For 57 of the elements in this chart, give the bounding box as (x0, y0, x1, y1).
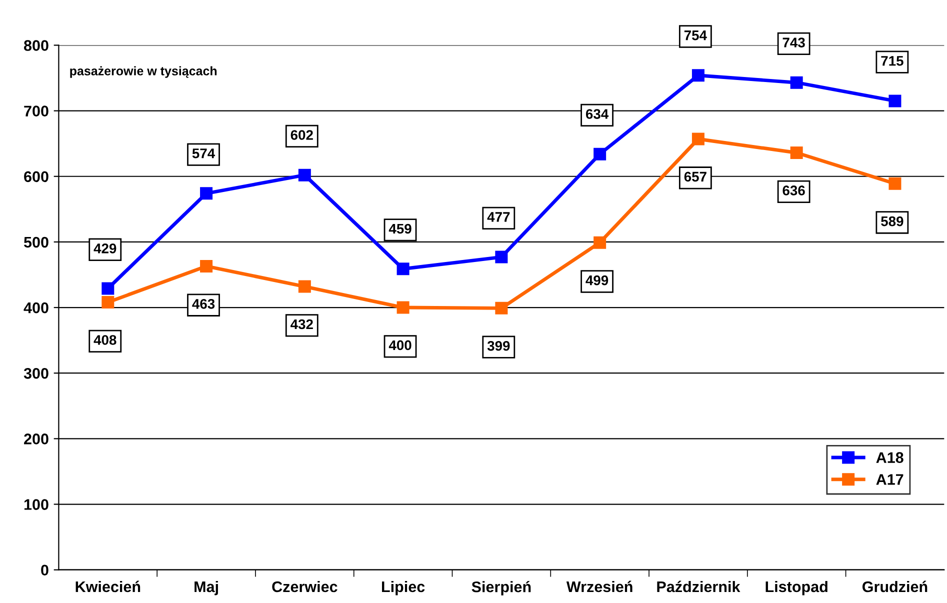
x-tick-label: Listopad (766, 580, 828, 596)
point (594, 148, 606, 160)
annotation: pasażerowie w tysiącach (70, 66, 217, 78)
data-label: 477 (487, 212, 510, 222)
point (692, 132, 704, 146)
y-tick-label: 400 (24, 302, 48, 314)
data-label: 589 (881, 216, 904, 226)
data-label: 400 (388, 340, 412, 350)
y-tick-label: 500 (24, 236, 48, 248)
point (495, 302, 508, 314)
y-tick-label: 100 (24, 499, 48, 510)
data-label: 432 (290, 319, 313, 330)
y-tick-label: 800 (24, 40, 48, 51)
point (102, 282, 114, 295)
point (200, 260, 213, 272)
point (790, 76, 803, 89)
y-tick-label: 700 (24, 106, 48, 116)
data-label: 408 (94, 335, 116, 345)
point (888, 94, 902, 108)
x-tick-label: Kwiecień (76, 580, 140, 592)
data-label: 634 (586, 109, 609, 119)
x-tick-label: Wrzesień (566, 580, 632, 592)
data-label: 754 (684, 30, 707, 40)
point (888, 177, 902, 190)
x-tick-label: Grudzień (862, 580, 928, 592)
data-label: 499 (586, 275, 608, 286)
point (692, 69, 704, 82)
point (495, 250, 508, 264)
data-label: 657 (684, 172, 706, 182)
data-label: 715 (881, 56, 904, 66)
data-label: 574 (192, 148, 216, 158)
x-tick-label: Sierpień (472, 580, 531, 596)
point (396, 301, 410, 314)
legend-label: A18 (876, 452, 904, 463)
data-label: 636 (782, 186, 805, 196)
y-tick-label: 0 (41, 564, 48, 576)
x-tick-label: Maj (194, 580, 218, 596)
point (396, 262, 410, 276)
data-label: 463 (192, 299, 215, 309)
data-label: 399 (487, 340, 510, 351)
y-tick-label: 300 (24, 368, 48, 379)
y-tick-label: 200 (24, 434, 48, 444)
data-label: 459 (388, 224, 412, 234)
point (594, 236, 606, 249)
legend-label: A17 (876, 474, 904, 485)
point (102, 296, 114, 309)
x-tick-label: Czerwiec (272, 580, 338, 592)
point (298, 280, 311, 293)
y-tick-label: 600 (24, 171, 48, 182)
data-label: 602 (290, 130, 313, 140)
data-label: 429 (94, 244, 116, 254)
data-label: 743 (782, 38, 805, 48)
x-tick-label: Październik (657, 580, 740, 592)
x-tick-label: Lipiec (382, 580, 425, 596)
point (200, 187, 213, 200)
point (298, 168, 311, 182)
point (790, 146, 803, 160)
